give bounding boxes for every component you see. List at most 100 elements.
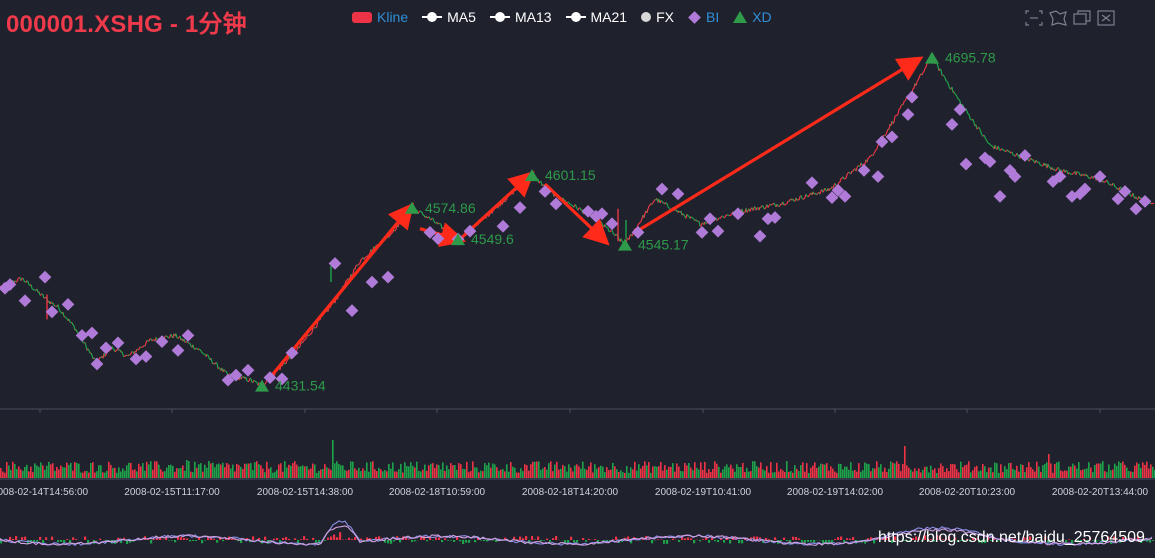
volume-bar	[338, 463, 340, 478]
legend-item-ma5[interactable]: MA5	[422, 9, 476, 25]
kline-segment	[942, 74, 945, 77]
volume-bar	[426, 470, 428, 478]
volume-bar	[52, 463, 54, 478]
legend-item-bi[interactable]: BI	[688, 9, 719, 25]
volume-bar	[454, 465, 456, 478]
volume-bar	[662, 470, 664, 478]
volume-bar	[786, 461, 788, 478]
volume-bar	[898, 463, 900, 478]
kline-segment	[75, 329, 78, 332]
volume-bar	[170, 464, 172, 478]
kline-segment	[828, 188, 831, 191]
volume-bar	[410, 462, 412, 478]
volume-bar	[518, 472, 520, 478]
kline-segment	[782, 201, 785, 206]
kline-segment	[1135, 196, 1138, 200]
macd-bar	[435, 537, 438, 541]
volume-bar	[804, 471, 806, 478]
kline-segment	[428, 216, 431, 220]
kline-segment	[390, 232, 393, 235]
volume-bar	[24, 467, 26, 478]
macd-bar	[882, 538, 885, 540]
volume-bar	[750, 471, 752, 478]
volume-bar	[664, 465, 666, 478]
kline-segment	[976, 127, 979, 130]
macd-bar	[1146, 540, 1149, 542]
volume-bar	[976, 465, 978, 478]
volume-bar	[1056, 462, 1058, 478]
kline-segment	[336, 297, 339, 300]
volume-bar	[158, 464, 160, 478]
volume-bar	[292, 463, 294, 478]
macd-bar	[57, 540, 60, 543]
volume-bar	[904, 446, 906, 478]
macd-bar	[699, 540, 702, 542]
volume-bar	[868, 464, 870, 478]
volume-bar	[602, 466, 604, 478]
volume-bar	[692, 470, 694, 478]
bi-marker	[711, 224, 725, 238]
volume-bar	[184, 470, 186, 478]
volume-bar	[474, 467, 476, 478]
kline-segment	[885, 131, 888, 135]
kline-segment	[568, 202, 571, 205]
volume-bar	[630, 467, 632, 478]
macd-bar	[687, 537, 690, 540]
bi-marker	[45, 305, 59, 319]
kline-segment	[719, 216, 722, 220]
volume-bar	[1126, 467, 1128, 478]
kline-segment	[121, 351, 124, 355]
macd-bar	[582, 537, 585, 541]
kline-segment	[194, 347, 197, 350]
volume-bar	[806, 463, 808, 478]
x-axis-label-3: 2008-02-18T10:59:00	[389, 487, 486, 498]
legend-item-xd[interactable]: XD	[733, 9, 772, 25]
volume-bar	[1054, 464, 1056, 478]
restore-icon[interactable]	[1072, 9, 1092, 27]
volume-bar	[1076, 468, 1078, 478]
macd-bar	[921, 540, 924, 542]
volume-bar	[420, 471, 422, 478]
xd-swatch-icon	[733, 11, 748, 23]
macd-bar	[1098, 540, 1101, 541]
volume-bar	[702, 469, 704, 478]
legend-item-kline[interactable]: Kline	[352, 9, 408, 25]
kline-segment	[1065, 169, 1068, 172]
kline-segment	[970, 118, 973, 121]
macd-bar	[39, 536, 42, 540]
macd-bar	[150, 540, 153, 544]
volume-bar	[232, 464, 234, 478]
volume-bar	[412, 465, 414, 478]
x-axis-label-5: 2008-02-19T10:41:00	[655, 487, 752, 498]
volume-bar	[174, 471, 176, 478]
volume-bar	[560, 468, 562, 478]
volume-bar	[1030, 467, 1032, 478]
macd-bar	[450, 540, 453, 541]
kline-segment	[682, 213, 685, 216]
volume-bar	[808, 473, 810, 478]
macd-bar	[126, 540, 129, 544]
kline-segment	[856, 165, 859, 168]
volume-bar	[606, 467, 608, 478]
kline-segment	[31, 288, 34, 290]
legend-item-ma13[interactable]: MA13	[489, 9, 552, 25]
zoom-reset-icon[interactable]	[1048, 9, 1068, 27]
kline-segment	[652, 200, 655, 204]
volume-bar	[1122, 461, 1124, 478]
volume-bar	[598, 467, 600, 478]
volume-bar	[228, 464, 230, 478]
kline-segment	[33, 289, 36, 291]
legend-item-fx[interactable]: FX	[641, 9, 674, 25]
macd-bar	[975, 538, 978, 540]
volume-bar	[470, 470, 472, 478]
legend-item-ma21[interactable]: MA21	[565, 9, 627, 25]
volume-bar	[230, 468, 232, 478]
volume-bar	[516, 472, 518, 478]
volume-bar	[84, 471, 86, 478]
save-image-icon[interactable]	[1096, 9, 1116, 27]
macd-bar	[1140, 540, 1143, 543]
macd-bar	[738, 540, 741, 544]
zoom-icon[interactable]	[1024, 9, 1044, 27]
kline-segment	[87, 348, 90, 351]
macd-bar	[864, 540, 867, 544]
